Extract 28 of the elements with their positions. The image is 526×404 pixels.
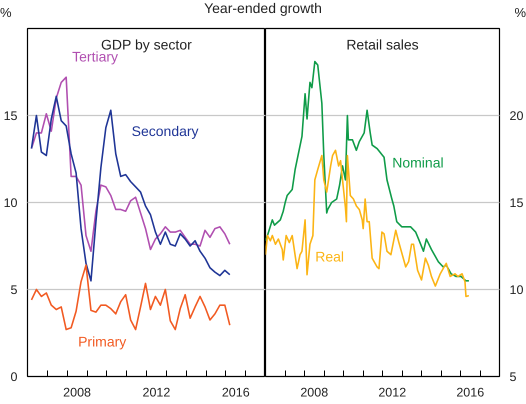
series-label: Nominal [392,154,444,170]
y-axis-title: % [0,5,12,20]
text: Year-ended growth [204,0,322,16]
x-tick-label: 2016 [456,386,484,400]
line-series [266,60,470,282]
y2-tick-label: 15 [510,196,524,210]
y-tick-label: 0 [10,370,18,384]
line-series [30,264,231,330]
text: GDP by sector [100,36,192,52]
x-tick-label: 2012 [378,386,406,400]
y-tick-label: 15 [4,109,18,123]
y2-tick-label: 5 [510,370,516,384]
text: Retail sales [346,36,419,52]
y2-axis-title: % [514,5,526,20]
x-tick-label: 2012 [142,386,170,400]
line-series [30,76,231,252]
y2-tick-label: 10 [510,283,524,297]
series-label: Secondary [132,123,199,140]
line-series [266,150,470,298]
x-tick-label: 2008 [300,386,328,400]
series-label: Primary [78,334,126,350]
y2-tick-label: 20 [510,109,524,123]
x-tick-label: 2008 [63,386,92,400]
x-tick-label: 2016 [222,386,250,400]
series-label: Real [315,248,344,264]
line-series [30,96,231,282]
y-tick-label: 5 [10,283,18,297]
y-tick-label: 10 [4,196,18,210]
